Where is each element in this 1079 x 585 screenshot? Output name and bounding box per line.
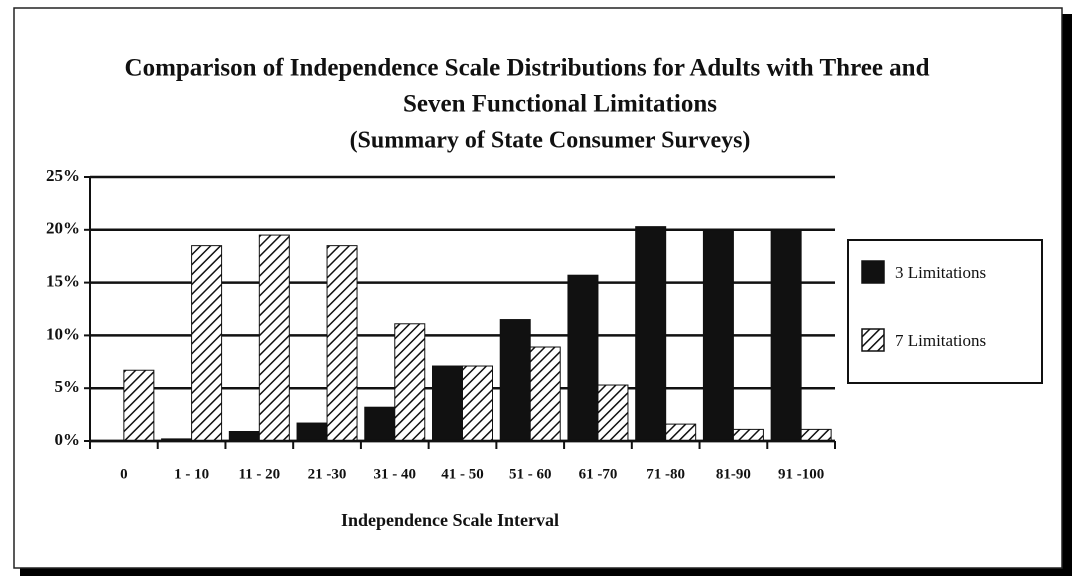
x-tick-label: 51 - 60	[509, 466, 552, 482]
bar	[326, 245, 358, 442]
x-tick-label: 11 - 20	[238, 466, 280, 482]
x-axis-title: Independence Scale Interval	[341, 510, 559, 530]
bar	[567, 274, 599, 442]
bar	[191, 245, 223, 442]
bar	[499, 319, 531, 442]
chart-subtitle: (Summary of State Consumer Surveys)	[350, 128, 751, 154]
bar	[702, 229, 734, 442]
x-tick-label: 21 -30	[308, 466, 347, 482]
x-tick-label: 41 - 50	[441, 466, 484, 482]
x-tick-label: 71 -80	[646, 466, 685, 482]
bar	[732, 428, 764, 442]
bar	[770, 229, 802, 442]
bar	[394, 323, 426, 442]
legend-label: 7 Limitations	[895, 331, 986, 350]
y-tick-label: 15%	[46, 272, 80, 291]
bar	[635, 226, 667, 442]
y-tick-label: 20%	[46, 219, 80, 238]
legend-swatch	[861, 328, 885, 352]
y-tick-label: 10%	[46, 324, 80, 343]
bar	[529, 346, 561, 442]
legend-box	[847, 239, 1043, 384]
x-tick-label: 0	[120, 466, 128, 482]
x-tick-label: 91 -100	[778, 466, 824, 482]
x-tick-label: 61 -70	[579, 466, 618, 482]
x-tick-label: 1 - 10	[174, 466, 209, 482]
y-tick-label: 5%	[55, 377, 81, 396]
bar	[597, 384, 629, 442]
chart-title: Seven Functional Limitations	[403, 91, 717, 118]
x-tick-label: 31 - 40	[374, 466, 417, 482]
bar	[665, 423, 697, 442]
bar	[462, 365, 493, 442]
legend-label: 3 Limitations	[895, 263, 986, 282]
bar	[800, 428, 832, 442]
chart-title: Comparison of Independence Scale Distrib…	[125, 55, 930, 82]
x-tick-label: 81-90	[716, 466, 751, 482]
y-tick-label: 25%	[46, 166, 80, 185]
bar	[364, 406, 396, 442]
bar	[296, 422, 328, 442]
bar	[432, 365, 463, 442]
bar	[228, 430, 260, 442]
legend-swatch	[861, 260, 885, 284]
bar	[123, 369, 155, 442]
bar	[258, 234, 290, 442]
y-tick-label: 0%	[55, 430, 81, 449]
